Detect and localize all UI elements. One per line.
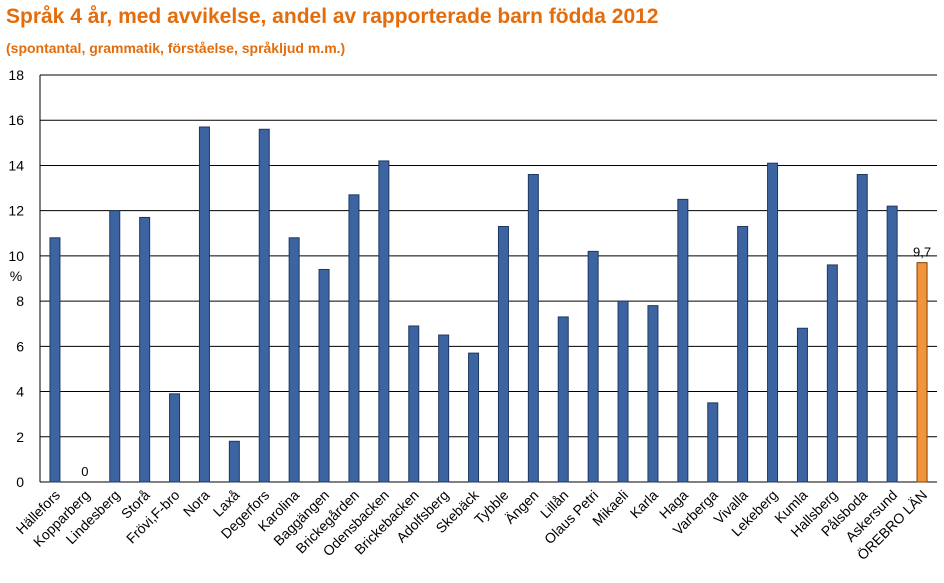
bar-highlight — [916, 262, 928, 483]
y-tick-label: 2 — [16, 429, 24, 445]
bar — [288, 237, 300, 483]
bar — [707, 402, 719, 483]
bar — [497, 225, 509, 483]
bar — [198, 126, 210, 483]
bar — [228, 440, 240, 483]
bar — [258, 128, 270, 483]
bar — [767, 162, 779, 483]
bar — [468, 352, 480, 483]
x-tick-label: Karla — [627, 487, 662, 522]
x-tick-label: Nora — [180, 487, 213, 520]
data-label: 9,7 — [913, 245, 931, 260]
bar — [886, 205, 898, 483]
bar — [527, 173, 539, 483]
axes — [39, 75, 937, 483]
data-label: 0 — [81, 464, 88, 479]
bar — [647, 305, 659, 483]
chart-subtitle: (spontantal, grammatik, förståelse, språ… — [6, 40, 346, 56]
bar — [737, 225, 749, 483]
y-tick-label: 16 — [8, 112, 24, 128]
x-tick-label: Ängen — [502, 487, 542, 527]
bar — [109, 210, 121, 483]
bar — [318, 268, 330, 483]
y-tick-label: 10 — [8, 248, 24, 264]
bar — [617, 300, 629, 483]
y-tick-label: 4 — [16, 384, 24, 400]
bar — [438, 334, 450, 483]
bar — [378, 160, 390, 483]
gridlines — [40, 74, 937, 438]
bar — [826, 264, 838, 483]
y-tick-label: 0 — [16, 474, 24, 490]
bar — [408, 325, 420, 483]
y-axis-label: % — [10, 268, 22, 284]
x-tick-label: Tybble — [471, 487, 512, 528]
bar — [796, 327, 808, 483]
bar — [677, 198, 689, 483]
y-tick-label: 12 — [8, 203, 24, 219]
y-tick-label: 8 — [16, 293, 24, 309]
y-tick-label: 6 — [16, 338, 24, 354]
bar — [348, 194, 360, 483]
bar — [49, 237, 61, 483]
bar — [139, 216, 151, 483]
bar — [587, 250, 599, 483]
y-tick-label: 18 — [8, 67, 24, 83]
bars — [49, 126, 928, 483]
bar — [169, 393, 181, 483]
y-tick-label: 14 — [8, 157, 24, 173]
bar — [856, 173, 868, 483]
bar — [557, 316, 569, 483]
chart-title: Språk 4 år, med avvikelse, andel av rapp… — [6, 5, 659, 28]
